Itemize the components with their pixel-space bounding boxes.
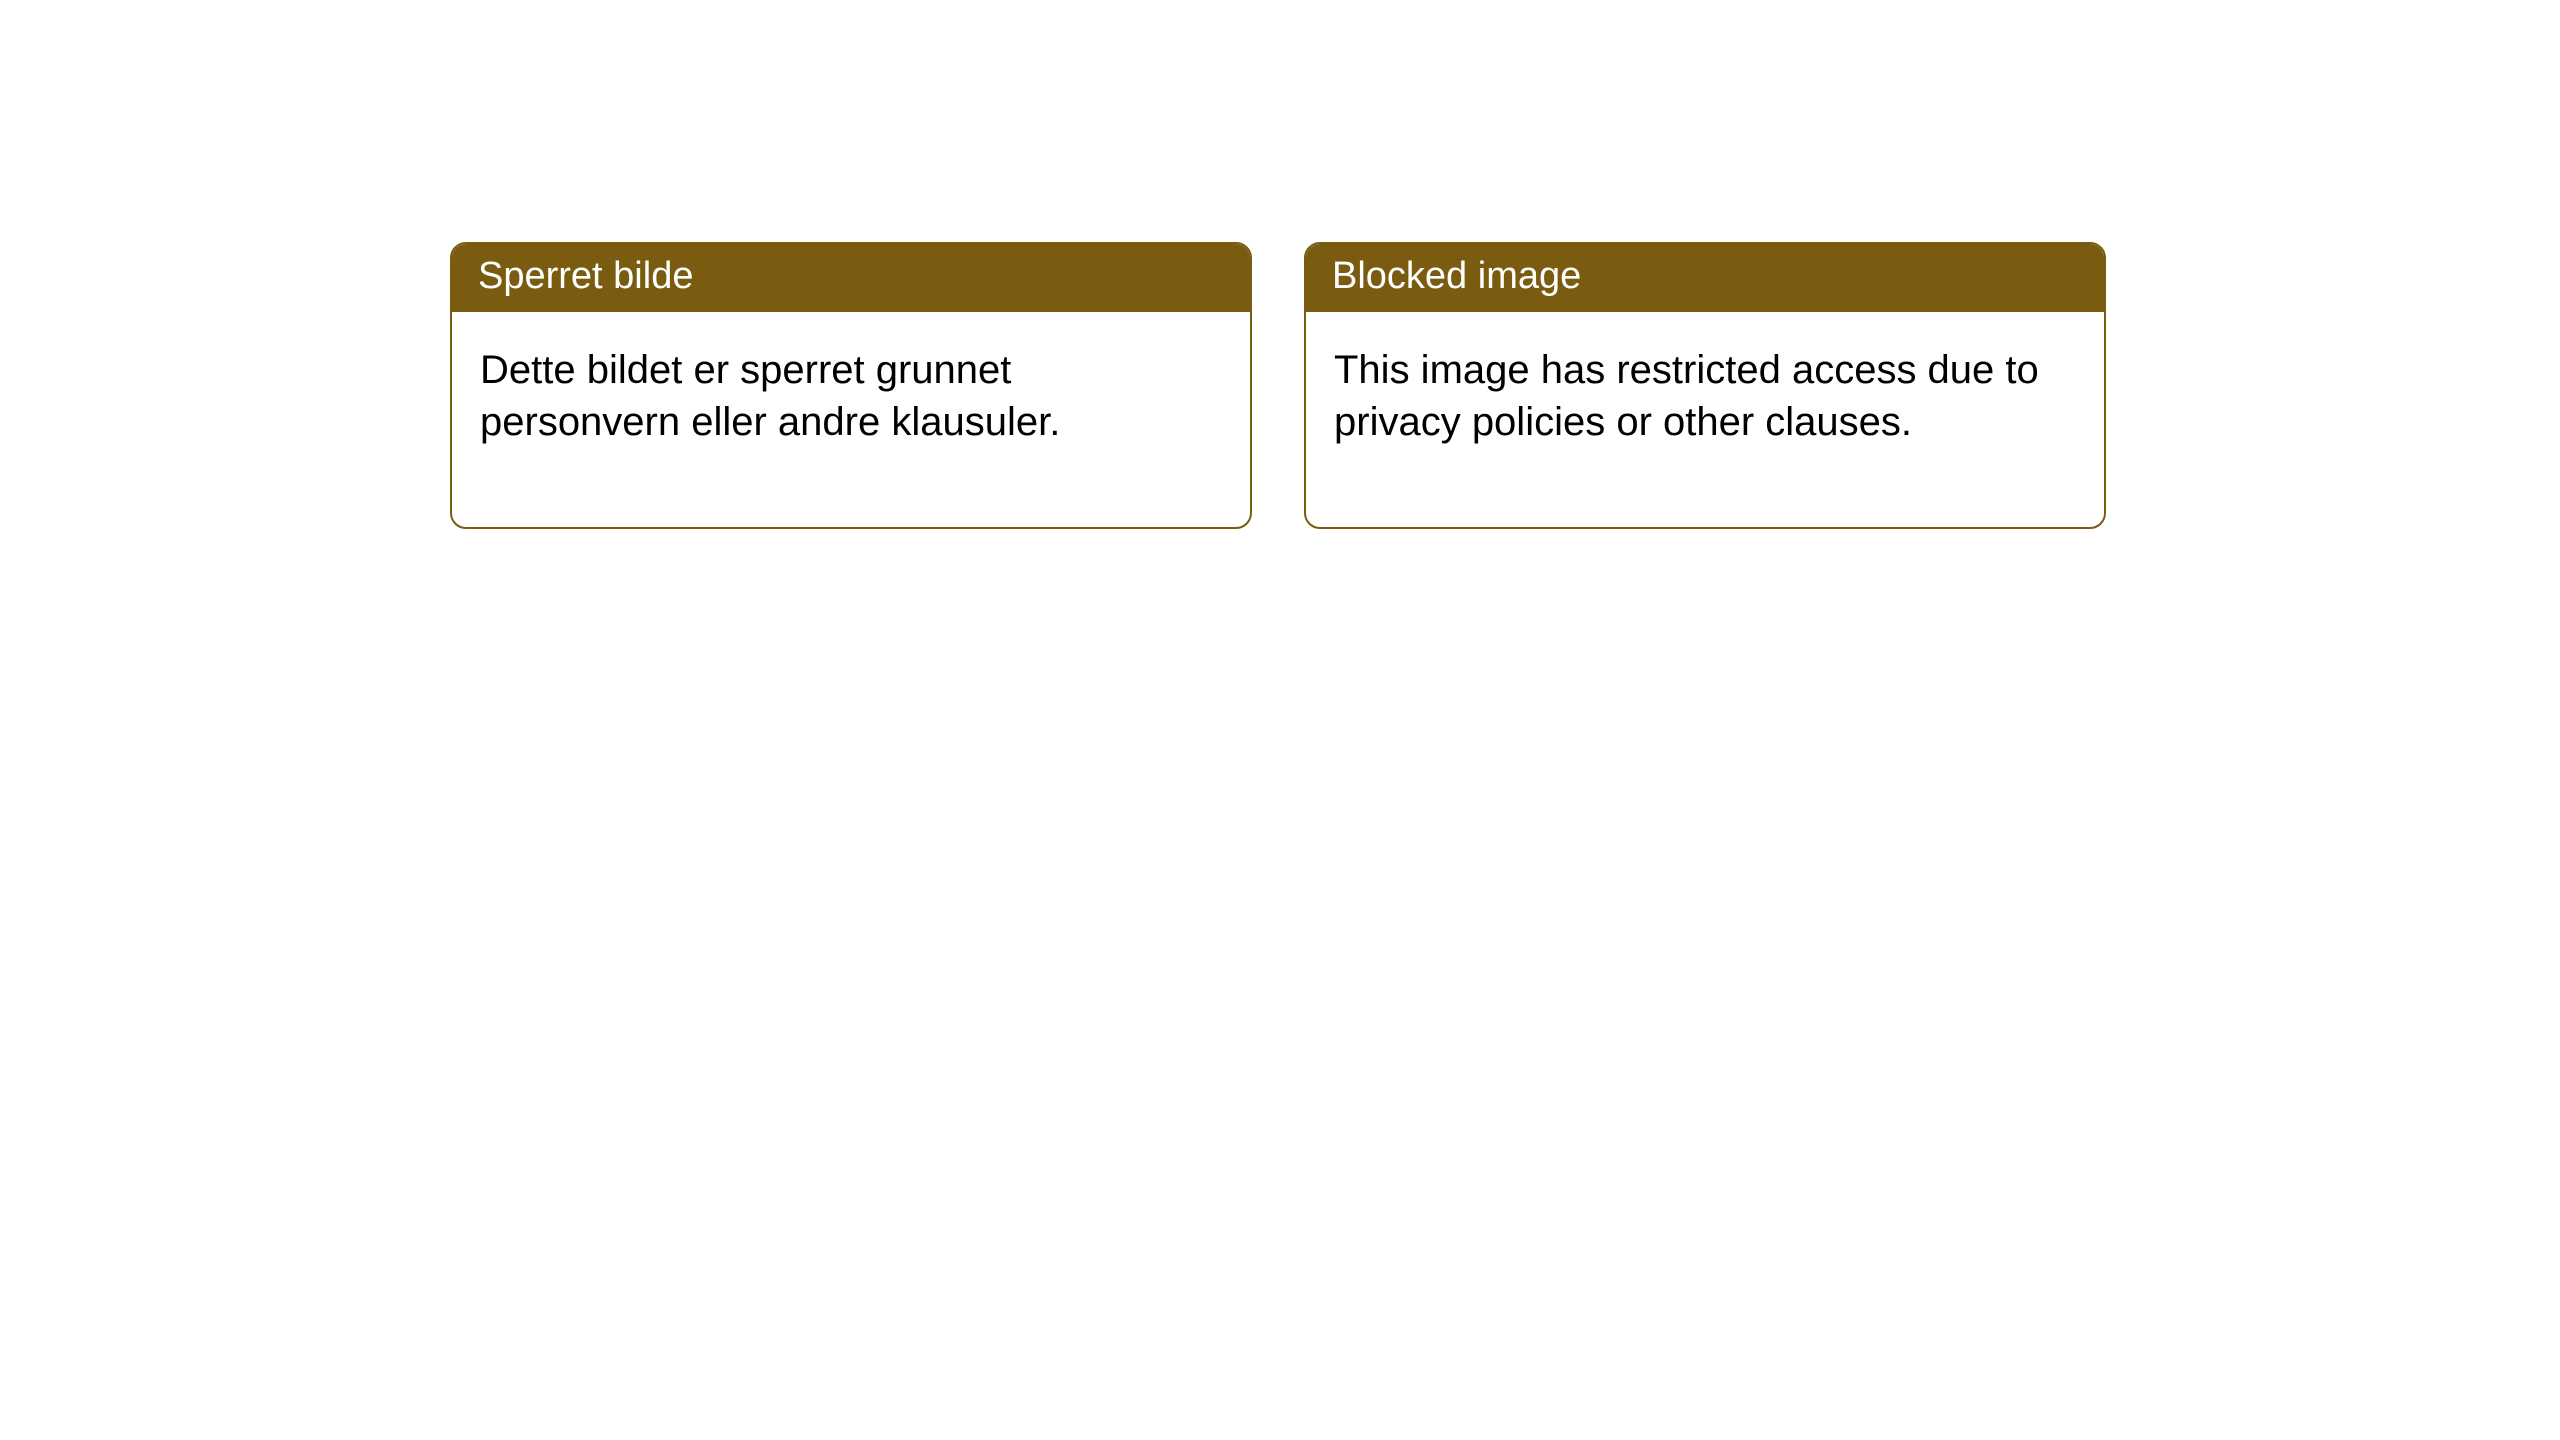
notice-body: This image has restricted access due to … [1306,312,2104,528]
notice-body: Dette bildet er sperret grunnet personve… [452,312,1250,528]
notice-container: Sperret bilde Dette bildet er sperret gr… [0,0,2560,529]
notice-card-norwegian: Sperret bilde Dette bildet er sperret gr… [450,242,1252,529]
notice-card-english: Blocked image This image has restricted … [1304,242,2106,529]
notice-header: Blocked image [1306,244,2104,312]
notice-header: Sperret bilde [452,244,1250,312]
